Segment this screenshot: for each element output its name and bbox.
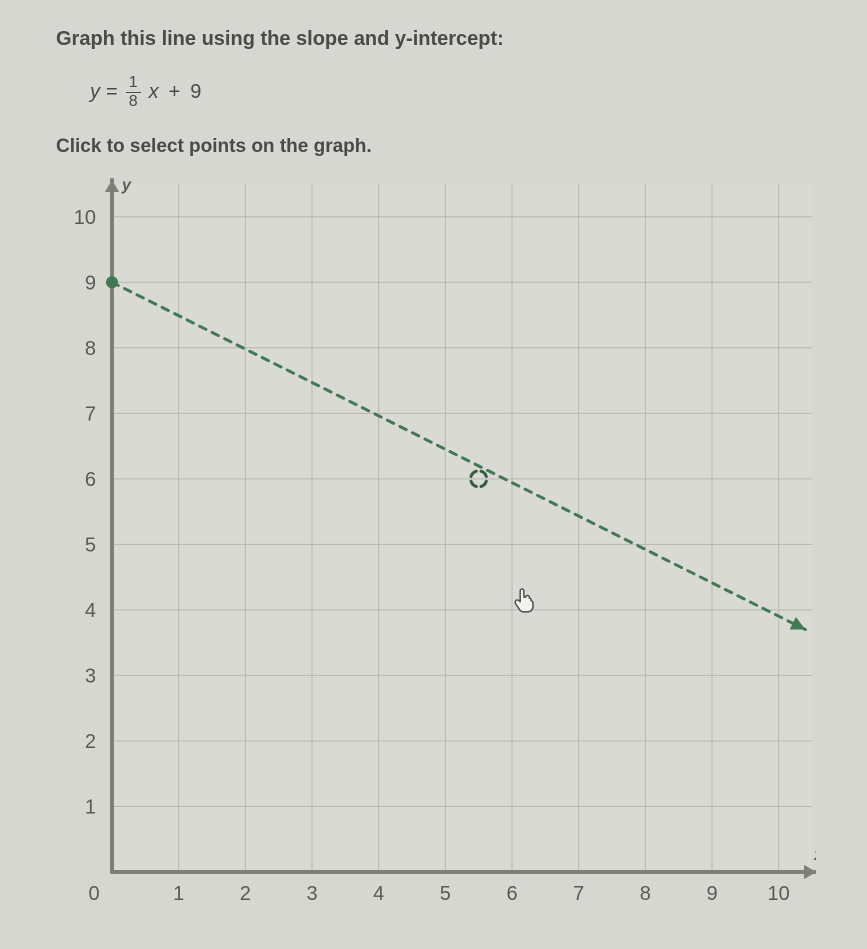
svg-text:2: 2: [85, 731, 96, 753]
svg-text:9: 9: [706, 883, 717, 905]
svg-text:5: 5: [85, 534, 96, 556]
equation-lhs-var: y: [90, 81, 100, 104]
equation-equals: =: [106, 81, 118, 104]
svg-text:5: 5: [440, 883, 451, 905]
svg-text:x: x: [813, 847, 816, 864]
svg-text:7: 7: [85, 403, 96, 425]
svg-text:7: 7: [573, 883, 584, 905]
fraction-denominator: 8: [129, 93, 138, 110]
svg-text:9: 9: [85, 272, 96, 294]
equation-constant: 9: [190, 81, 201, 104]
svg-text:3: 3: [85, 665, 96, 687]
svg-text:8: 8: [640, 883, 651, 905]
equation-plus: +: [169, 81, 181, 104]
graph-svg[interactable]: 1 2 3 4 5 6 7 8 9 10 0 1 2 3 4 5 6 7 8 9 10 x y: [56, 172, 816, 912]
graph-area[interactable]: 1 2 3 4 5 6 7 8 9 10 0 1 2 3 4 5 6 7 8 9 10 x y: [56, 172, 816, 912]
svg-text:4: 4: [85, 600, 96, 622]
svg-text:10: 10: [768, 883, 790, 905]
svg-text:1: 1: [173, 883, 184, 905]
instruction-text: Click to select points on the graph.: [56, 136, 827, 158]
svg-text:0: 0: [88, 883, 99, 905]
svg-text:y: y: [121, 177, 132, 194]
svg-text:8: 8: [85, 338, 96, 360]
question-stem: Graph this line using the slope and y-in…: [56, 28, 827, 51]
fraction-numerator: 1: [126, 75, 141, 93]
equation-fraction: 1 8: [126, 75, 141, 110]
svg-text:2: 2: [240, 883, 251, 905]
svg-text:6: 6: [506, 883, 517, 905]
svg-text:3: 3: [306, 883, 317, 905]
equation: y = 1 8 x + 9: [90, 75, 827, 110]
equation-rhs-var: x: [149, 81, 159, 104]
svg-text:4: 4: [373, 883, 384, 905]
svg-text:10: 10: [74, 207, 96, 229]
svg-text:1: 1: [85, 796, 96, 818]
svg-text:6: 6: [85, 469, 96, 491]
